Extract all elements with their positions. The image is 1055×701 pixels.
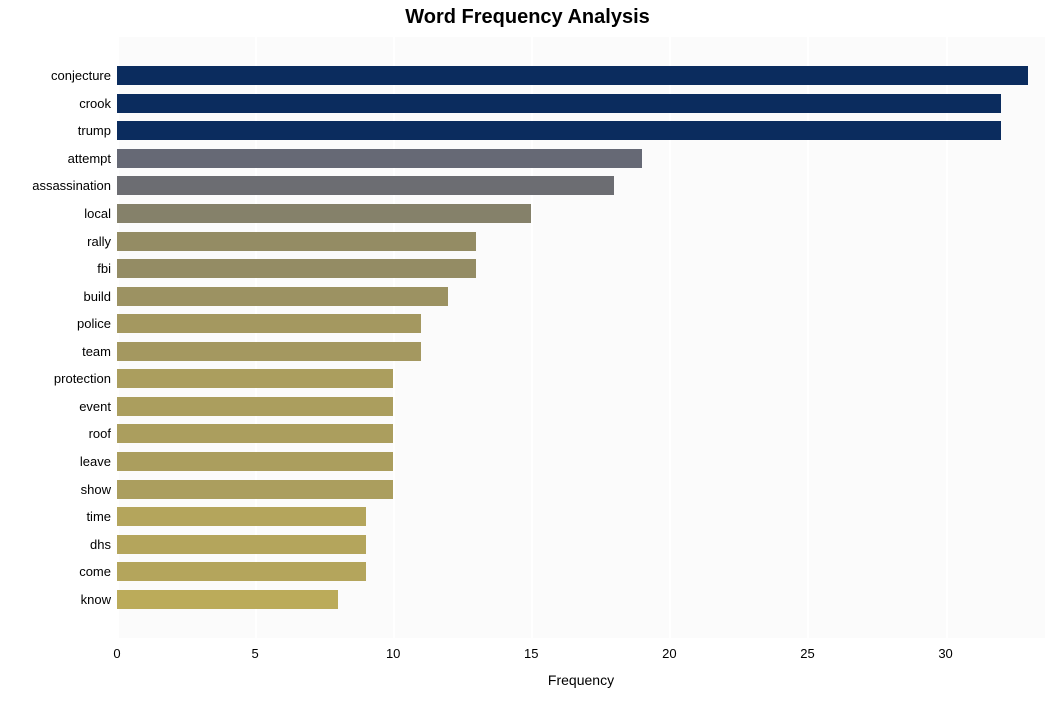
bar	[117, 204, 531, 223]
y-tick-label: local	[84, 204, 111, 223]
y-tick-label: build	[84, 287, 111, 306]
y-tick-label: conjecture	[51, 66, 111, 85]
x-tick-label: 25	[800, 646, 814, 661]
bar	[117, 369, 393, 388]
y-tick-label: show	[81, 480, 111, 499]
x-axis-title: Frequency	[548, 672, 614, 688]
x-tick-label: 0	[113, 646, 120, 661]
bar	[117, 232, 476, 251]
bar	[117, 480, 393, 499]
bar	[117, 94, 1001, 113]
plot-area: 051015202530Frequencyconjecturecrooktrum…	[117, 37, 1045, 638]
bar	[117, 314, 421, 333]
y-tick-label: rally	[87, 232, 111, 251]
bar	[117, 287, 448, 306]
y-tick-label: attempt	[68, 149, 111, 168]
bar	[117, 66, 1028, 85]
y-tick-label: time	[86, 507, 111, 526]
y-tick-label: event	[79, 397, 111, 416]
y-tick-label: come	[79, 562, 111, 581]
x-tick-label: 15	[524, 646, 538, 661]
x-tick-label: 30	[938, 646, 952, 661]
bar	[117, 342, 421, 361]
chart-title: Word Frequency Analysis	[0, 6, 1055, 29]
x-tick-label: 20	[662, 646, 676, 661]
bar	[117, 121, 1001, 140]
y-tick-label: crook	[79, 94, 111, 113]
y-tick-label: assassination	[32, 176, 111, 195]
x-tick-label: 10	[386, 646, 400, 661]
bar	[117, 507, 366, 526]
y-tick-label: fbi	[97, 259, 111, 278]
y-tick-label: police	[77, 314, 111, 333]
bar	[117, 397, 393, 416]
bar	[117, 590, 338, 609]
y-tick-label: leave	[80, 452, 111, 471]
y-tick-label: protection	[54, 369, 111, 388]
bar	[117, 176, 614, 195]
bar	[117, 452, 393, 471]
bar	[117, 424, 393, 443]
y-tick-label: know	[81, 590, 111, 609]
y-tick-label: trump	[78, 121, 111, 140]
bar	[117, 259, 476, 278]
word-frequency-chart: Word Frequency Analysis 051015202530Freq…	[0, 0, 1055, 701]
y-tick-label: dhs	[90, 535, 111, 554]
y-tick-label: team	[82, 342, 111, 361]
x-tick-label: 5	[251, 646, 258, 661]
y-tick-label: roof	[89, 424, 111, 443]
bar	[117, 149, 642, 168]
bar	[117, 562, 366, 581]
bar	[117, 535, 366, 554]
